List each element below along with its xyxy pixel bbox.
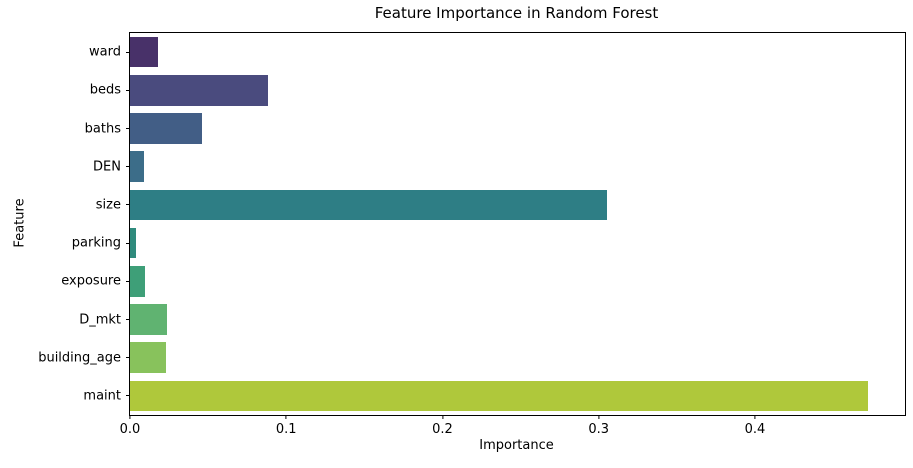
chart-title: Feature Importance in Random Forest: [374, 4, 659, 22]
y-tick-label-baths: baths: [84, 121, 121, 136]
x-tick-label-0.2: 0.2: [432, 422, 453, 437]
y-tick-mark-parking: [126, 242, 130, 244]
y-tick-label-ward: ward: [89, 44, 121, 60]
x-tick-mark-0.3: [598, 415, 600, 419]
x-tick-label-0.4: 0.4: [744, 422, 766, 437]
y-tick-mark-exposure: [126, 280, 130, 282]
x-tick-mark-0.0: [129, 415, 131, 419]
y-tick-mark-beds: [126, 89, 130, 91]
y-tick-mark-maint: [126, 395, 130, 397]
x-axis-label: Importance: [479, 438, 554, 453]
x-tick-label-0.3: 0.3: [588, 422, 610, 437]
bar-building_age: [130, 342, 166, 373]
y-tick-label-DEN: DEN: [93, 159, 121, 175]
y-tick-label-exposure: exposure: [61, 273, 121, 289]
y-axis-label: Feature: [12, 198, 28, 248]
plot-area: ward beds baths DEN size parking exposure D_mkt…: [38, 32, 906, 437]
x-tick-mark-0.2: [441, 415, 444, 419]
y-tick-mark-building_age: [126, 357, 130, 359]
y-tick-label-size: size: [95, 197, 121, 213]
bar-parking: [130, 227, 137, 259]
y-tick-label-beds: beds: [89, 82, 121, 98]
y-tick-label-parking: parking: [71, 235, 121, 251]
y-tick-label-D_mkt: D_mkt: [79, 312, 121, 327]
y-tick-label-maint: maint: [83, 388, 121, 404]
x-tick-mark-0.1: [285, 415, 287, 419]
y-tick-mark-DEN: [126, 166, 130, 168]
bar-DEN: [130, 151, 145, 182]
bar-beds: [130, 75, 268, 106]
y-tick-label-building_age: building_age: [38, 350, 121, 366]
bar-ward: [130, 36, 159, 68]
bar-baths: [130, 113, 202, 144]
y-tick-mark-D_mkt: [126, 318, 130, 321]
bar-maint: [130, 380, 868, 412]
y-tick-mark-baths: [126, 127, 130, 130]
bar-exposure: [130, 266, 145, 297]
x-tick-label-0.1: 0.1: [275, 422, 297, 437]
bar-size: [130, 189, 607, 221]
y-tick-mark-ward: [126, 51, 130, 53]
x-tick-label-0.0: 0.0: [119, 422, 141, 437]
x-tick-mark-0.4: [754, 415, 756, 419]
y-tick-mark-size: [126, 204, 130, 206]
bar-D_mkt: [130, 304, 167, 335]
